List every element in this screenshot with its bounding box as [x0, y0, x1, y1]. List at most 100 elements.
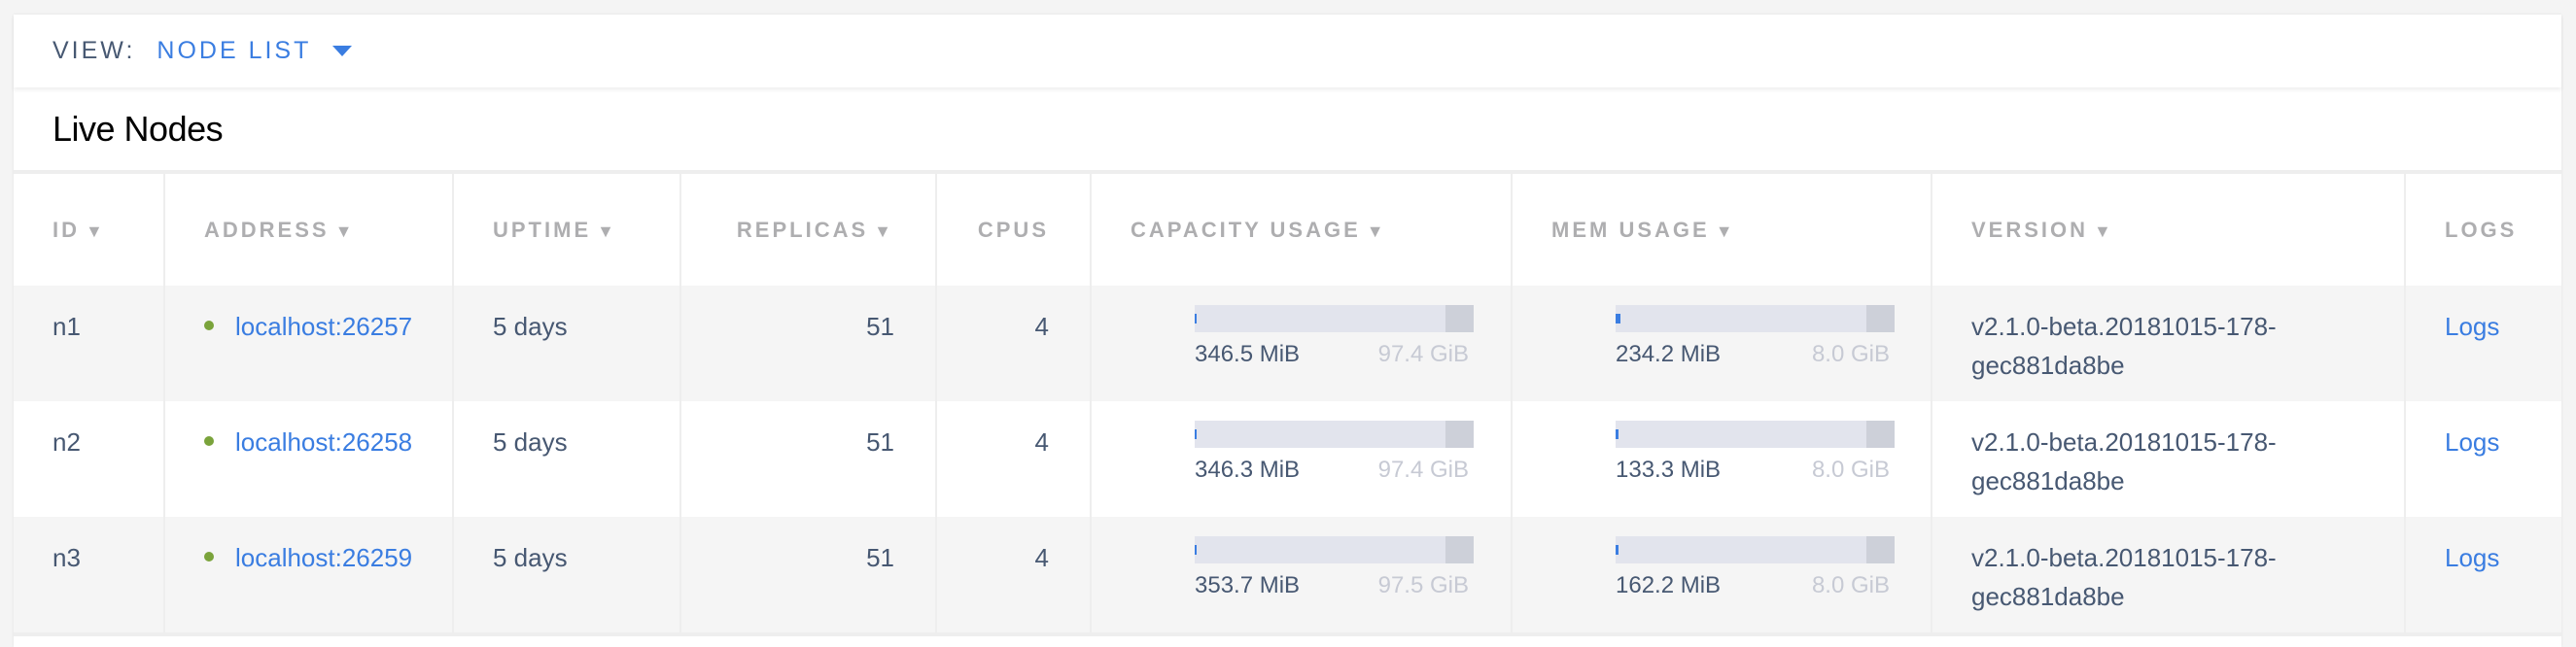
capacity-used: 346.3 MiB [1195, 457, 1301, 483]
capacity-usage-bar [1195, 421, 1474, 448]
mem-usage-bar [1616, 305, 1895, 332]
uptime: 5 days [453, 286, 681, 401]
node-address-link[interactable]: localhost:26257 [235, 312, 413, 341]
capacity-usage-cell: 0% 346.3 MiB 97.4 GiB [1091, 401, 1513, 517]
capacity-total: 97.5 GiB [1377, 572, 1469, 598]
replicas: 51 [680, 401, 937, 517]
capacity-usage-fill [1195, 545, 1197, 555]
nodes-table: ID ▼ ADDRESS ▼ UPTIME ▼ REPLICAS ▼ CPUS CAPACITY … [14, 174, 2561, 632]
live-status-dot-icon [204, 552, 214, 562]
mem-usage-cell: 2% 234.2 MiB 8.0 GiB [1512, 286, 1932, 401]
address-cell: localhost:26258 [164, 401, 454, 517]
capacity-usage-bar-end [1445, 536, 1474, 563]
table-row: n1 localhost:26257 5 days 51 4 0% 346.5 … [14, 286, 2561, 401]
sort-triangle-icon[interactable]: ▼ [2094, 221, 2114, 241]
mem-usage-cell: 1% 162.2 MiB 8.0 GiB [1512, 517, 1932, 632]
capacity-usage-fill [1195, 429, 1197, 439]
version: v2.1.0-beta.20181015-178- gec881da8be [1932, 517, 2406, 632]
address-cell: localhost:26257 [164, 286, 454, 401]
mem-used: 133.3 MiB [1616, 457, 1722, 483]
column-header-label: CAPACITY USAGE [1131, 217, 1361, 242]
mem-total: 8.0 GiB [1811, 341, 1890, 367]
capacity-usage-cell: 0% 346.5 MiB 97.4 GiB [1091, 286, 1513, 401]
capacity-usage-fill [1195, 314, 1197, 324]
node-id: n2 [14, 401, 165, 517]
column-header-label: LOGS [2445, 217, 2518, 242]
column-header-label: ADDRESS [204, 217, 330, 242]
sort-triangle-icon[interactable]: ▼ [874, 221, 894, 241]
logs-cell: Logs [2405, 286, 2561, 401]
caret-down-icon [332, 46, 353, 56]
logs-link[interactable]: Logs [2445, 543, 2500, 572]
logs-cell: Logs [2405, 517, 2561, 632]
column-header-address[interactable]: ADDRESS ▼ [164, 174, 454, 286]
capacity-usage-bar [1195, 305, 1474, 332]
table-row: n3 localhost:26259 5 days 51 4 0% 353.7 … [14, 517, 2561, 632]
capacity-usage-cell: 0% 353.7 MiB 97.5 GiB [1091, 517, 1513, 632]
capacity-usage-bar-end [1445, 421, 1474, 448]
capacity-total: 97.4 GiB [1377, 457, 1469, 483]
cpus: 4 [936, 401, 1092, 517]
column-header-logs: LOGS [2405, 174, 2561, 286]
mem-usage-fill [1616, 429, 1619, 439]
logs-cell: Logs [2405, 401, 2561, 517]
capacity-usage-bar-end [1445, 305, 1474, 332]
column-header-id[interactable]: ID ▼ [14, 174, 165, 286]
column-header-replicas[interactable]: REPLICAS ▼ [680, 174, 937, 286]
cpus: 4 [936, 517, 1092, 632]
uptime: 5 days [453, 401, 681, 517]
capacity-used: 353.7 MiB [1195, 572, 1301, 598]
logs-link[interactable]: Logs [2445, 312, 2500, 341]
view-dropdown-value: NODE LIST [157, 37, 312, 64]
mem-used: 234.2 MiB [1616, 341, 1722, 367]
column-header-version[interactable]: VERSION ▼ [1932, 174, 2406, 286]
sort-triangle-icon[interactable]: ▼ [86, 221, 106, 241]
logs-link[interactable]: Logs [2445, 427, 2500, 457]
mem-usage-bar-end [1866, 421, 1895, 448]
table-row: n2 localhost:26258 5 days 51 4 0% 346.3 … [14, 401, 2561, 517]
column-header-mem-usage[interactable]: MEM USAGE ▼ [1512, 174, 1932, 286]
node-id: n1 [14, 286, 165, 401]
section-header: Live Nodes [14, 87, 2561, 174]
capacity-used: 346.5 MiB [1195, 341, 1301, 367]
mem-total: 8.0 GiB [1811, 457, 1890, 483]
column-header-label: UPTIME [493, 217, 592, 242]
node-address-link[interactable]: localhost:26258 [235, 427, 413, 457]
sort-triangle-icon[interactable]: ▼ [334, 221, 356, 241]
uptime: 5 days [453, 517, 681, 632]
sort-triangle-icon[interactable]: ▼ [597, 221, 617, 241]
column-header-label: VERSION [1971, 217, 2089, 242]
column-header-label: REPLICAS [736, 217, 869, 242]
column-header-capacity-usage[interactable]: CAPACITY USAGE ▼ [1091, 174, 1513, 286]
mem-usage-fill [1616, 314, 1620, 324]
column-header-label: ID [52, 217, 80, 242]
mem-used: 162.2 MiB [1616, 572, 1722, 598]
section-title: Live Nodes [52, 108, 224, 149]
mem-total: 8.0 GiB [1811, 572, 1890, 598]
live-status-dot-icon [204, 436, 214, 447]
address-cell: localhost:26259 [164, 517, 454, 632]
replicas: 51 [680, 286, 937, 401]
nodes-panel: VIEW: NODE LIST Live Nodes ID ▼ ADDRESS ▼ UP… [14, 15, 2561, 647]
mem-usage-cell: 1% 133.3 MiB 8.0 GiB [1512, 401, 1932, 517]
table-header-row: ID ▼ ADDRESS ▼ UPTIME ▼ REPLICAS ▼ CPUS CAPACITY … [14, 174, 2561, 286]
column-header-cpus: CPUS [936, 174, 1092, 286]
live-status-dot-icon [204, 321, 214, 331]
column-header-label: CPUS [977, 217, 1049, 242]
node-address-link[interactable]: localhost:26259 [235, 543, 413, 572]
replicas: 51 [680, 517, 937, 632]
mem-usage-bar-end [1866, 305, 1895, 332]
capacity-total: 97.4 GiB [1377, 341, 1469, 367]
view-dropdown[interactable]: NODE LIST [157, 37, 353, 65]
version: v2.1.0-beta.20181015-178- gec881da8be [1932, 401, 2406, 517]
sort-triangle-icon[interactable]: ▼ [1715, 221, 1736, 241]
cpus: 4 [936, 286, 1092, 401]
column-header-uptime[interactable]: UPTIME ▼ [453, 174, 681, 286]
sort-triangle-icon[interactable]: ▼ [1366, 221, 1387, 241]
table-footer [14, 632, 2561, 647]
node-id: n3 [14, 517, 165, 632]
view-label: VIEW: [52, 37, 136, 64]
column-header-label: MEM USAGE [1551, 217, 1710, 242]
mem-usage-fill [1616, 545, 1619, 555]
mem-usage-bar [1616, 421, 1895, 448]
